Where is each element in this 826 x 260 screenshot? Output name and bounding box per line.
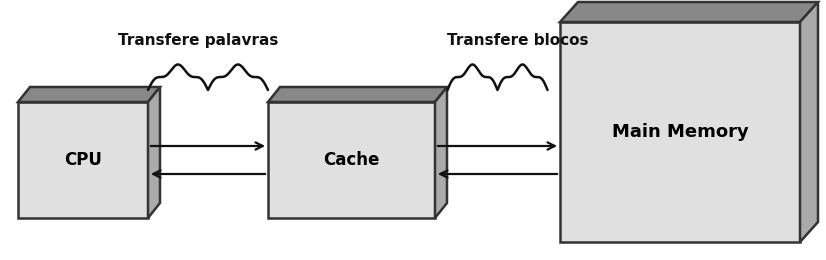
Polygon shape [18,87,160,102]
Polygon shape [148,87,160,218]
Polygon shape [268,102,435,218]
Polygon shape [435,87,447,218]
Polygon shape [560,22,800,242]
Text: Main Memory: Main Memory [611,123,748,141]
Polygon shape [800,2,818,242]
Polygon shape [268,87,447,102]
Text: Transfere palavras: Transfere palavras [118,33,278,48]
Text: CPU: CPU [64,151,102,169]
Text: Cache: Cache [323,151,380,169]
Text: Transfere blocos: Transfere blocos [447,33,588,48]
Polygon shape [18,102,148,218]
Polygon shape [560,2,818,22]
